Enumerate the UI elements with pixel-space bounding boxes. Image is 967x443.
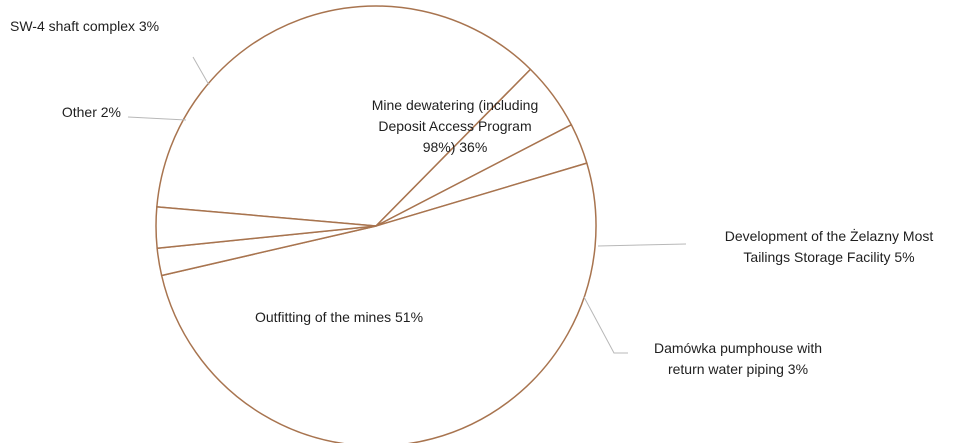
- slice-label-outfitting-of-the-mines: Outfitting of the mines 51%: [255, 309, 423, 325]
- slice-label-line: return water piping 3%: [668, 361, 808, 377]
- slice-label-line: Deposit Access Program: [378, 118, 531, 134]
- leader-line-sw-4-shaft-complex: [192, 56, 210, 86]
- pie-slice-mine-dewatering-including-deposit-access-program-98: [156, 5, 532, 227]
- leader-line-other: [127, 116, 187, 121]
- slice-label-line: Damówka pumphouse with: [654, 340, 822, 356]
- slice-label-line: Outfitting of the mines 51%: [255, 309, 423, 325]
- slice-label-sw-4-shaft-complex: SW-4 shaft complex 3%: [10, 18, 159, 34]
- pie-slice-sw-4-shaft-complex: [155, 206, 377, 249]
- slice-label-line: SW-4 shaft complex 3%: [10, 18, 159, 34]
- leader-line-development-of-the-elazny-most-tailings-storage-facility: [597, 243, 687, 247]
- slice-label-dam-wka-pumphouse-with-return-water-piping: Damówka pumphouse with return water pipin…: [654, 340, 822, 377]
- leader-lines: [127, 56, 687, 354]
- slice-label-line: Tailings Storage Facility 5%: [743, 249, 914, 265]
- pie-slice-outfitting-of-the-mines: [160, 162, 597, 443]
- slice-label-line: Mine dewatering (including: [372, 97, 539, 113]
- slice-label-other: Other 2%: [62, 104, 121, 120]
- slice-label-line: Other 2%: [62, 104, 121, 120]
- slice-label-line: Development of the Żelazny Most: [725, 227, 934, 244]
- pie-slices: [155, 5, 597, 443]
- slice-labels: Mine dewatering (including Deposit Access…: [10, 18, 933, 377]
- slice-label-mine-dewatering-including-deposit-access-program-98: Mine dewatering (including Deposit Access…: [372, 97, 539, 155]
- slice-label-development-of-the-elazny-most-tailings-storage-facility: Development of the Żelazny Most Tailings …: [725, 227, 934, 265]
- slice-label-line: 98%) 36%: [423, 139, 488, 155]
- leader-line-dam-wka-pumphouse-with-return-water-piping: [583, 296, 628, 354]
